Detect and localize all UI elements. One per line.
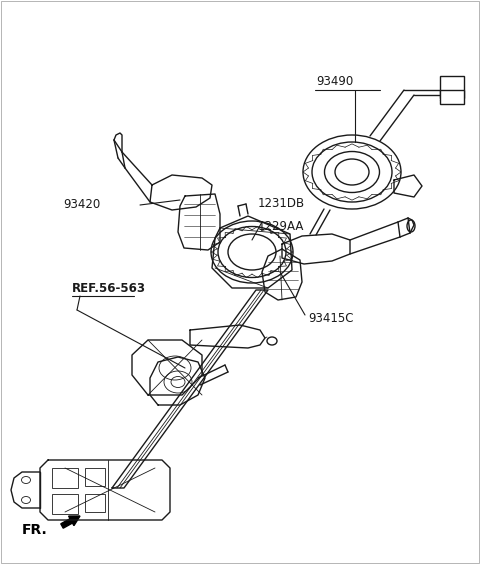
Text: 1229AA: 1229AA xyxy=(258,220,304,233)
Text: 1231DB: 1231DB xyxy=(258,197,305,210)
Text: 93490: 93490 xyxy=(316,75,354,88)
Bar xyxy=(52,468,78,488)
Bar xyxy=(52,494,78,514)
Text: REF.56-563: REF.56-563 xyxy=(72,282,146,295)
Text: 93415C: 93415C xyxy=(308,311,353,324)
Bar xyxy=(440,90,464,104)
Bar xyxy=(85,494,105,512)
FancyArrow shape xyxy=(61,516,80,528)
Text: FR.: FR. xyxy=(22,523,48,537)
Bar xyxy=(85,468,105,486)
Bar xyxy=(440,76,464,98)
Text: 93420: 93420 xyxy=(63,199,100,212)
